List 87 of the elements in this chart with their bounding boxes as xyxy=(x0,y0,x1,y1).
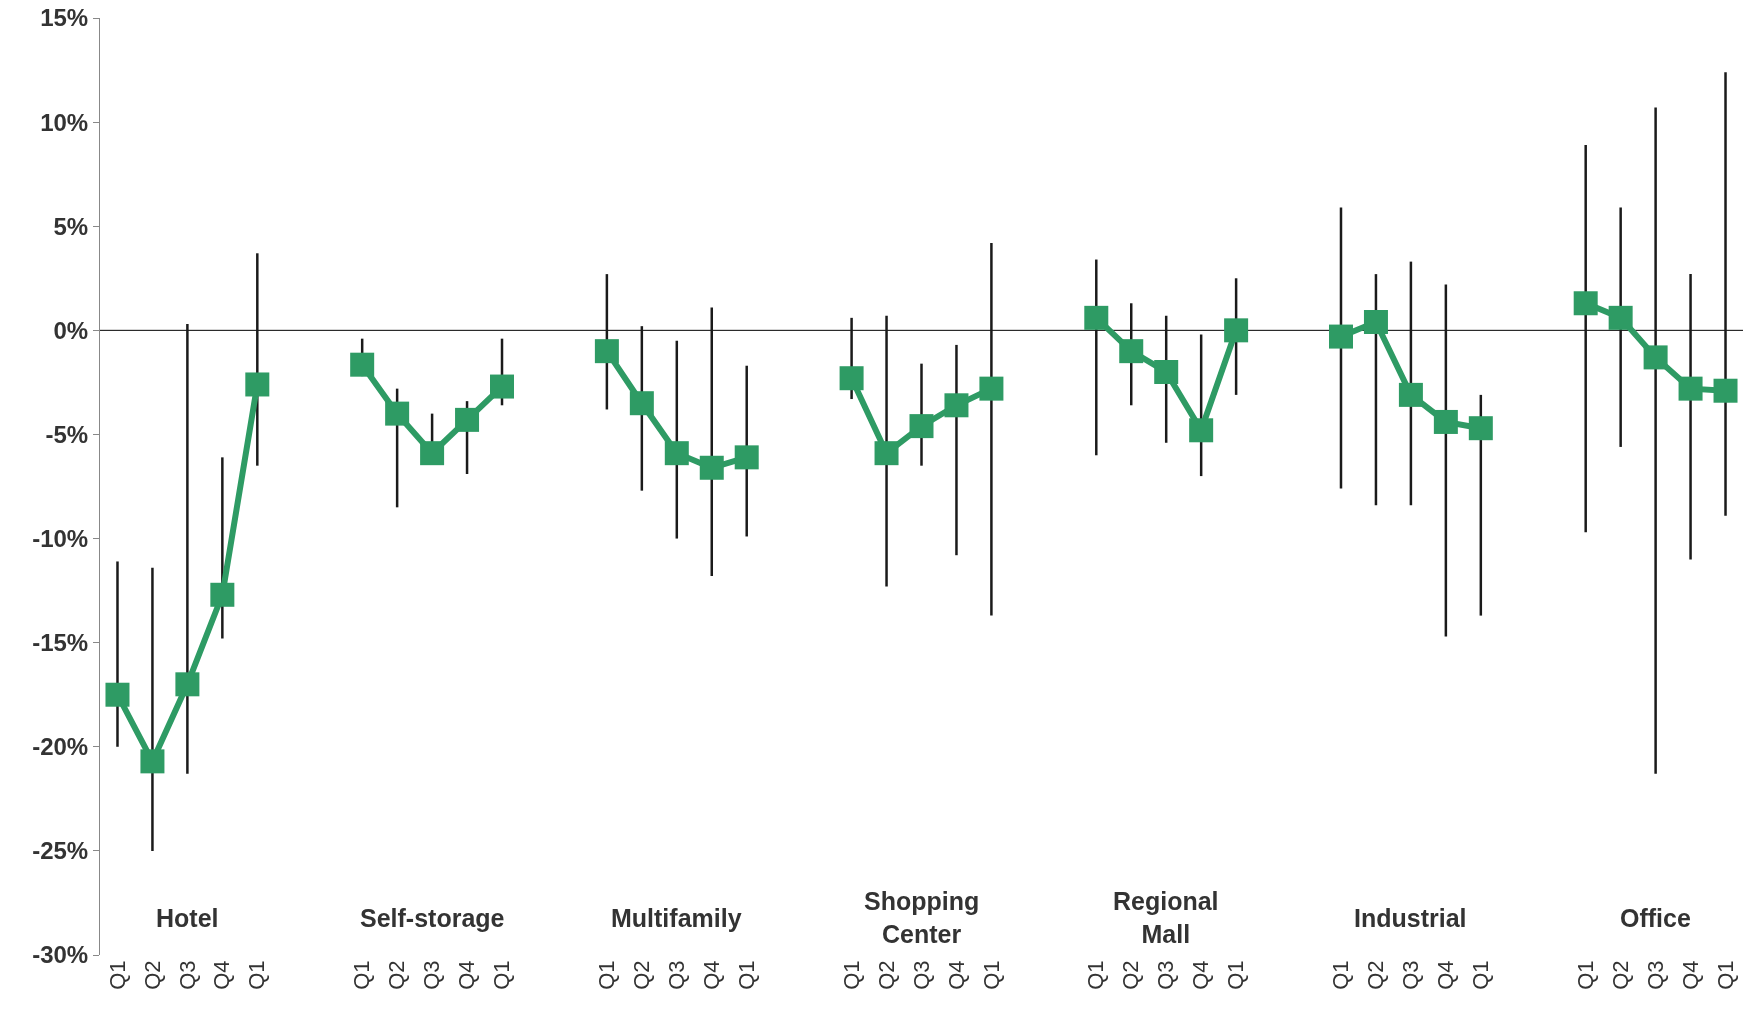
point xyxy=(420,441,445,466)
point xyxy=(1643,345,1668,370)
point xyxy=(594,339,619,364)
x-tick-label: Q4 xyxy=(698,960,724,990)
x-tick-label: Q1 xyxy=(349,960,375,990)
point xyxy=(1608,305,1633,330)
point xyxy=(1433,409,1458,434)
point xyxy=(664,441,689,466)
point xyxy=(210,582,235,607)
y-tick-label: -20% xyxy=(32,733,89,761)
x-tick-label: Q1 xyxy=(1223,960,1249,990)
point xyxy=(175,672,200,697)
point xyxy=(1713,378,1738,403)
point xyxy=(140,749,165,774)
x-tick-label: Q2 xyxy=(873,960,899,990)
x-tick-label: Q3 xyxy=(419,960,445,990)
x-tick-label: Q4 xyxy=(1433,960,1459,990)
point xyxy=(1189,418,1214,443)
point xyxy=(699,455,724,480)
point xyxy=(1224,318,1249,343)
point xyxy=(1154,359,1179,384)
x-tick-label: Q3 xyxy=(174,960,200,990)
x-tick-label: Q2 xyxy=(1118,960,1144,990)
annotation: Regional Mall xyxy=(1113,887,1219,948)
y-tick-label: -30% xyxy=(32,941,89,969)
x-tick-label: Q1 xyxy=(1572,960,1598,990)
point xyxy=(1084,305,1109,330)
x-tick-label: Q1 xyxy=(1467,960,1493,990)
x-tick-label: Q3 xyxy=(908,960,934,990)
x-tick-label: Q2 xyxy=(139,960,165,990)
y-tick-label: 5% xyxy=(53,212,89,240)
point xyxy=(1328,324,1353,349)
y-tick-label: -15% xyxy=(32,629,89,657)
point xyxy=(1363,310,1388,334)
point xyxy=(979,376,1004,401)
annotation: Industrial xyxy=(1354,904,1467,932)
y-tick-label: -25% xyxy=(32,837,89,865)
point xyxy=(874,441,899,466)
point xyxy=(1119,339,1144,364)
x-tick-label: Q1 xyxy=(838,960,864,990)
x-tick-label: Q3 xyxy=(1642,960,1668,990)
point xyxy=(455,407,480,432)
x-tick-label: Q1 xyxy=(594,960,620,990)
point xyxy=(734,445,759,470)
y-tick-label: -5% xyxy=(45,420,89,448)
point xyxy=(490,374,515,399)
x-tick-label: Q1 xyxy=(1083,960,1109,990)
x-tick-label: Q1 xyxy=(1328,960,1354,990)
annotation: Self-storage xyxy=(360,904,505,932)
point xyxy=(1468,416,1493,441)
x-tick-label: Q1 xyxy=(244,960,270,990)
y-tick-label: 0% xyxy=(53,316,89,344)
annotation: Shopping Center xyxy=(864,887,980,948)
point xyxy=(245,372,270,397)
x-tick-label: Q2 xyxy=(384,960,410,990)
x-tick-label: Q1 xyxy=(489,960,515,990)
point xyxy=(1398,382,1423,407)
y-tick-label: 15% xyxy=(40,4,89,32)
point xyxy=(629,391,654,416)
annotation: Hotel xyxy=(156,904,219,932)
point xyxy=(909,414,934,439)
point xyxy=(385,401,410,426)
x-tick-label: Q3 xyxy=(1398,960,1424,990)
annotation: Multifamily xyxy=(611,904,742,932)
x-tick-label: Q1 xyxy=(733,960,759,990)
point xyxy=(1573,291,1598,316)
annotation: Office xyxy=(1620,904,1691,932)
x-tick-label: Q2 xyxy=(1363,960,1389,990)
y-tick-label: 10% xyxy=(40,108,89,136)
x-tick-label: Q3 xyxy=(663,960,689,990)
point xyxy=(105,682,130,707)
x-tick-label: Q1 xyxy=(978,960,1004,990)
x-tick-label: Q4 xyxy=(1188,960,1214,990)
x-tick-label: Q3 xyxy=(1153,960,1179,990)
point xyxy=(350,352,375,377)
point xyxy=(839,366,864,391)
point xyxy=(1678,376,1703,401)
x-tick-label: Q1 xyxy=(104,960,130,990)
x-tick-label: Q1 xyxy=(1712,960,1738,990)
point xyxy=(944,393,969,418)
x-tick-label: Q4 xyxy=(454,960,480,990)
x-tick-label: Q4 xyxy=(943,960,969,990)
x-tick-label: Q4 xyxy=(1677,960,1703,990)
x-tick-label: Q4 xyxy=(209,960,235,990)
x-tick-label: Q2 xyxy=(628,960,654,990)
y-tick-label: -10% xyxy=(32,524,89,552)
x-tick-label: Q2 xyxy=(1607,960,1633,990)
